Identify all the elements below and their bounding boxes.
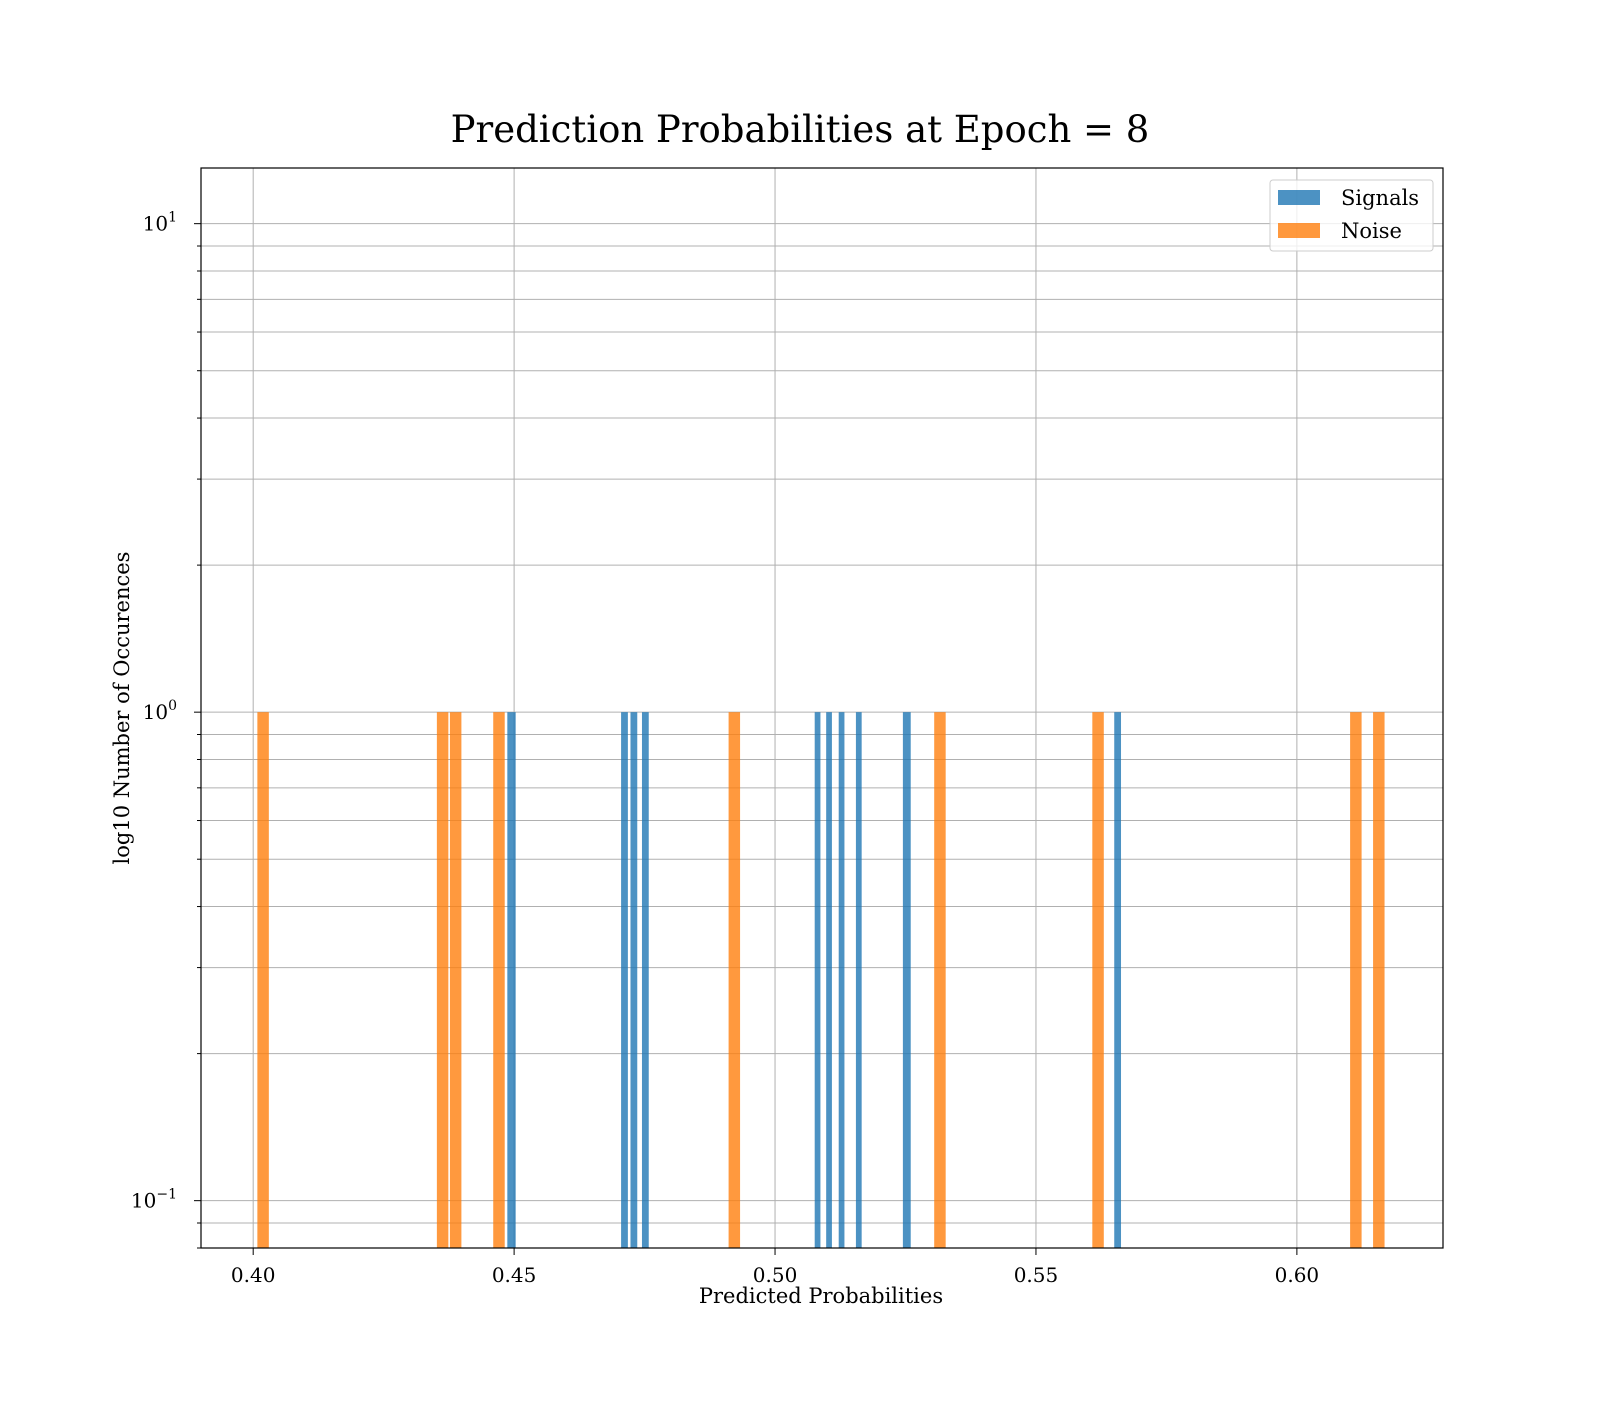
signals-bar <box>507 712 516 1248</box>
x-tick-label: 0.40 <box>231 1263 276 1287</box>
signals-bar <box>621 712 628 1248</box>
noise-bar <box>436 712 449 1248</box>
noise-bar <box>493 712 505 1248</box>
legend-label-signals: Signals <box>1341 186 1419 210</box>
plot-frame <box>200 167 1444 1249</box>
legend-label-noise: Noise <box>1341 219 1402 243</box>
y-axis: 10−1 100 101 <box>131 210 201 1249</box>
x-axis-label: Predicted Probabilities <box>699 1284 943 1308</box>
noise-bar <box>1092 712 1104 1248</box>
signals-bar <box>630 712 638 1248</box>
chart-title: Prediction Probabilities at Epoch = 8 <box>451 108 1150 151</box>
x-tick-label: 0.60 <box>1275 1263 1320 1287</box>
signals-bar <box>902 712 911 1248</box>
legend: Signals Noise <box>1269 179 1434 252</box>
noise-bar <box>934 712 946 1248</box>
x-tick-label: 0.45 <box>492 1263 537 1287</box>
noise-bar <box>1350 712 1362 1248</box>
y-tick-label: 100 <box>143 698 177 724</box>
noise-bar <box>728 712 741 1248</box>
legend-swatch-noise <box>1278 223 1320 238</box>
signals-bar <box>814 712 821 1248</box>
legend-swatch-signals <box>1278 190 1320 205</box>
noise-bar <box>257 712 269 1248</box>
signals-bar <box>838 712 845 1248</box>
x-axis: 0.40 0.45 0.50 0.55 0.60 <box>231 1248 1319 1287</box>
y-tick-label: 101 <box>143 210 177 236</box>
y-tick-label: 10−1 <box>131 1187 177 1213</box>
signals-bar <box>1114 712 1122 1248</box>
y-axis-label: log10 Number of Occurences <box>110 552 134 865</box>
noise-bar <box>449 712 462 1248</box>
signals-bar <box>641 712 649 1248</box>
bars-layer <box>257 712 1385 1248</box>
signals-bar <box>855 712 862 1248</box>
signals-bar <box>826 712 832 1248</box>
grid-layer <box>201 168 1443 1249</box>
noise-bar <box>1373 712 1385 1248</box>
x-tick-label: 0.55 <box>1014 1263 1059 1287</box>
x-tick-label: 0.50 <box>753 1263 798 1287</box>
